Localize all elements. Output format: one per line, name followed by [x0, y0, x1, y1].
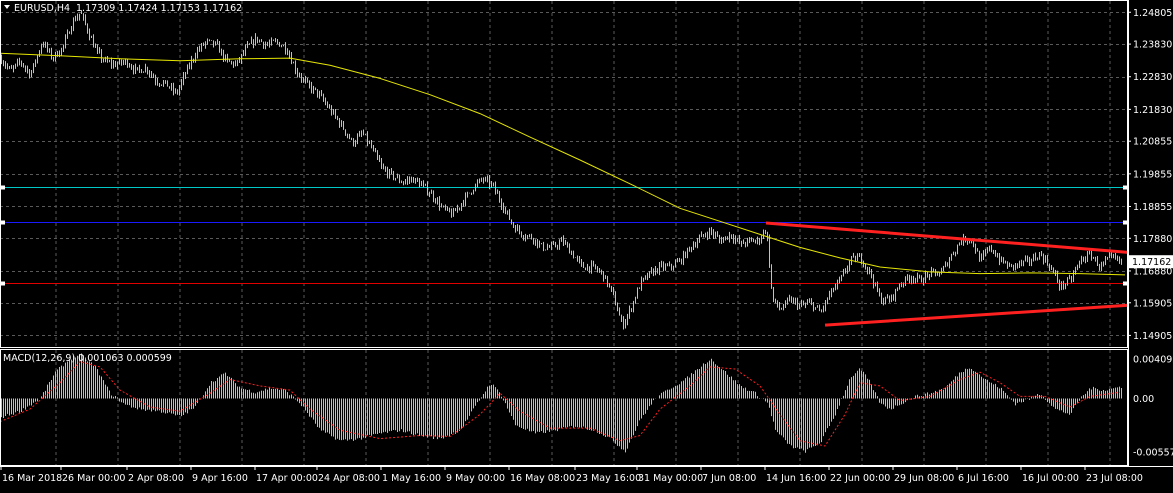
time-tick-label: 14 Jun 16:00	[766, 473, 826, 484]
time-tick-label: 29 Jun 08:00	[894, 473, 954, 484]
main-chart-frame	[0, 0, 1128, 348]
hline-red-handle-right[interactable]	[1123, 281, 1127, 286]
macd-tick-label: 0.00	[1133, 394, 1154, 405]
price-tick-label: 1.15905	[1133, 298, 1172, 309]
hline-cyan-handle-right[interactable]	[1123, 185, 1127, 190]
price-tick-label: 1.21830	[1133, 105, 1172, 116]
time-tick-label: 9 May 00:00	[446, 473, 505, 484]
price-tick-label: 1.14905	[1133, 331, 1172, 342]
time-tick-label: 23 Jul 08:00	[1086, 473, 1143, 484]
ohlc-readout: 1.17309 1.17424 1.17153 1.17162	[76, 3, 242, 14]
price-tick-label: 1.18855	[1133, 202, 1172, 213]
macd-signal-line	[0, 361, 1121, 447]
macd-indicator-label: MACD(12,26,9) 0.001063 0.000599	[3, 353, 172, 364]
trendline-upper[interactable]	[765, 221, 1129, 254]
price-tick-label: 1.23830	[1133, 40, 1172, 51]
time-tick-label: 2 Apr 08:00	[128, 473, 184, 484]
price-axis[interactable]: 1.24805 1.23830 1.22830 1.21830 1.20855 1.198…	[1128, 8, 1172, 342]
hline-blue-handle-right[interactable]	[1123, 220, 1127, 225]
price-tick-label: 1.22830	[1133, 72, 1172, 83]
hline-red-handle-left[interactable]	[1, 281, 5, 286]
time-tick-label: 26 Mar 00:00	[62, 473, 125, 484]
trendline-lower[interactable]	[824, 303, 1129, 327]
hline-blue-handle-left[interactable]	[1, 220, 5, 225]
macd-axis: 0.004092 0.00 -0.005576	[1133, 354, 1173, 458]
current-price-tag: 1.17162	[1129, 255, 1173, 269]
time-tick-label: 17 Apr 00:00	[256, 473, 318, 484]
price-tick-label: 1.19855	[1133, 169, 1172, 180]
price-tick-label: 1.16880	[1133, 266, 1172, 277]
hline-cyan-handle-left[interactable]	[1, 185, 5, 190]
time-tick-label: 16 Mar 2018	[2, 473, 62, 484]
time-tick-label: 22 Jun 00:00	[830, 473, 890, 484]
price-tick-label: 1.17880	[1133, 234, 1172, 245]
current-price-value: 1.17162	[1132, 257, 1171, 268]
dropdown-arrow-icon[interactable]	[4, 5, 10, 9]
time-tick-label: 16 Jul 00:00	[1022, 473, 1079, 484]
time-tick-label: 9 Apr 16:00	[192, 473, 248, 484]
moving-average-line[interactable]	[0, 52, 1126, 276]
time-tick-label: 6 Jul 16:00	[958, 473, 1009, 484]
time-tick-label: 7 Jun 08:00	[702, 473, 756, 484]
price-tick-label: 1.24805	[1133, 8, 1172, 19]
symbol-timeframe-label: EURUSD,H4	[14, 3, 70, 14]
price-tick-label: 1.20855	[1133, 137, 1172, 148]
time-axis[interactable]: 16 Mar 2018 26 Mar 00:00 2 Apr 08:00 9 Apr …	[0, 466, 1143, 484]
time-tick-label: 23 May 16:00	[576, 473, 641, 484]
time-tick-label: 24 Apr 08:00	[318, 473, 380, 484]
macd-tick-label: 0.004092	[1133, 354, 1173, 365]
time-tick-label: 31 May 00:00	[638, 473, 703, 484]
macd-pane-frame	[0, 349, 1128, 466]
time-tick-label: 16 May 08:00	[510, 473, 575, 484]
time-tick-label: 1 May 16:00	[382, 473, 441, 484]
macd-tick-label: -0.005576	[1133, 447, 1173, 458]
